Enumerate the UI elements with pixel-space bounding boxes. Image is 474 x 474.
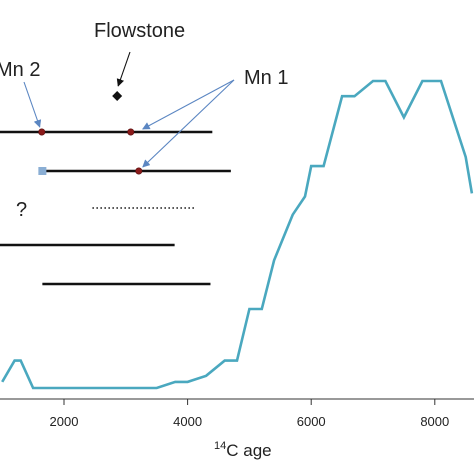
x-axis-title: 14C age <box>214 440 272 460</box>
x-tick-label-2000: 2000 <box>50 414 79 429</box>
series-line-1 <box>1 79 474 390</box>
flowstone-marker <box>112 91 123 101</box>
annotation-mn2: Mn 2 <box>0 59 40 81</box>
annotation-arrows <box>23 51 235 168</box>
arrow-flowstone <box>116 51 131 87</box>
x-tick-label-4000: 4000 <box>173 414 202 429</box>
x-axis-ticks: 2000 4000 6000 8000 <box>50 399 449 429</box>
plot-area <box>1 79 474 390</box>
x-tick-label-8000: 8000 <box>420 414 449 429</box>
x-axis-title-superscript: 14 <box>214 440 226 452</box>
timeline-marker-dot-2-2 <box>135 167 143 175</box>
annotation-flowstone: Flowstone <box>94 20 185 42</box>
arrow-mn1-b <box>142 79 235 168</box>
annotation-question: ? <box>16 199 27 221</box>
timeline-marker-dot-1-1 <box>38 128 46 136</box>
x-axis-title-text: C age <box>226 441 271 460</box>
timeline-marker-square-2 <box>38 167 47 175</box>
x-tick-label-6000: 6000 <box>297 414 326 429</box>
arrow-mn2 <box>23 81 42 128</box>
timeline-marker-dot-1-2 <box>127 128 135 136</box>
arrow-mn1-a <box>142 79 235 130</box>
annotation-mn1: Mn 1 <box>244 67 288 89</box>
timeline-group <box>0 91 231 286</box>
